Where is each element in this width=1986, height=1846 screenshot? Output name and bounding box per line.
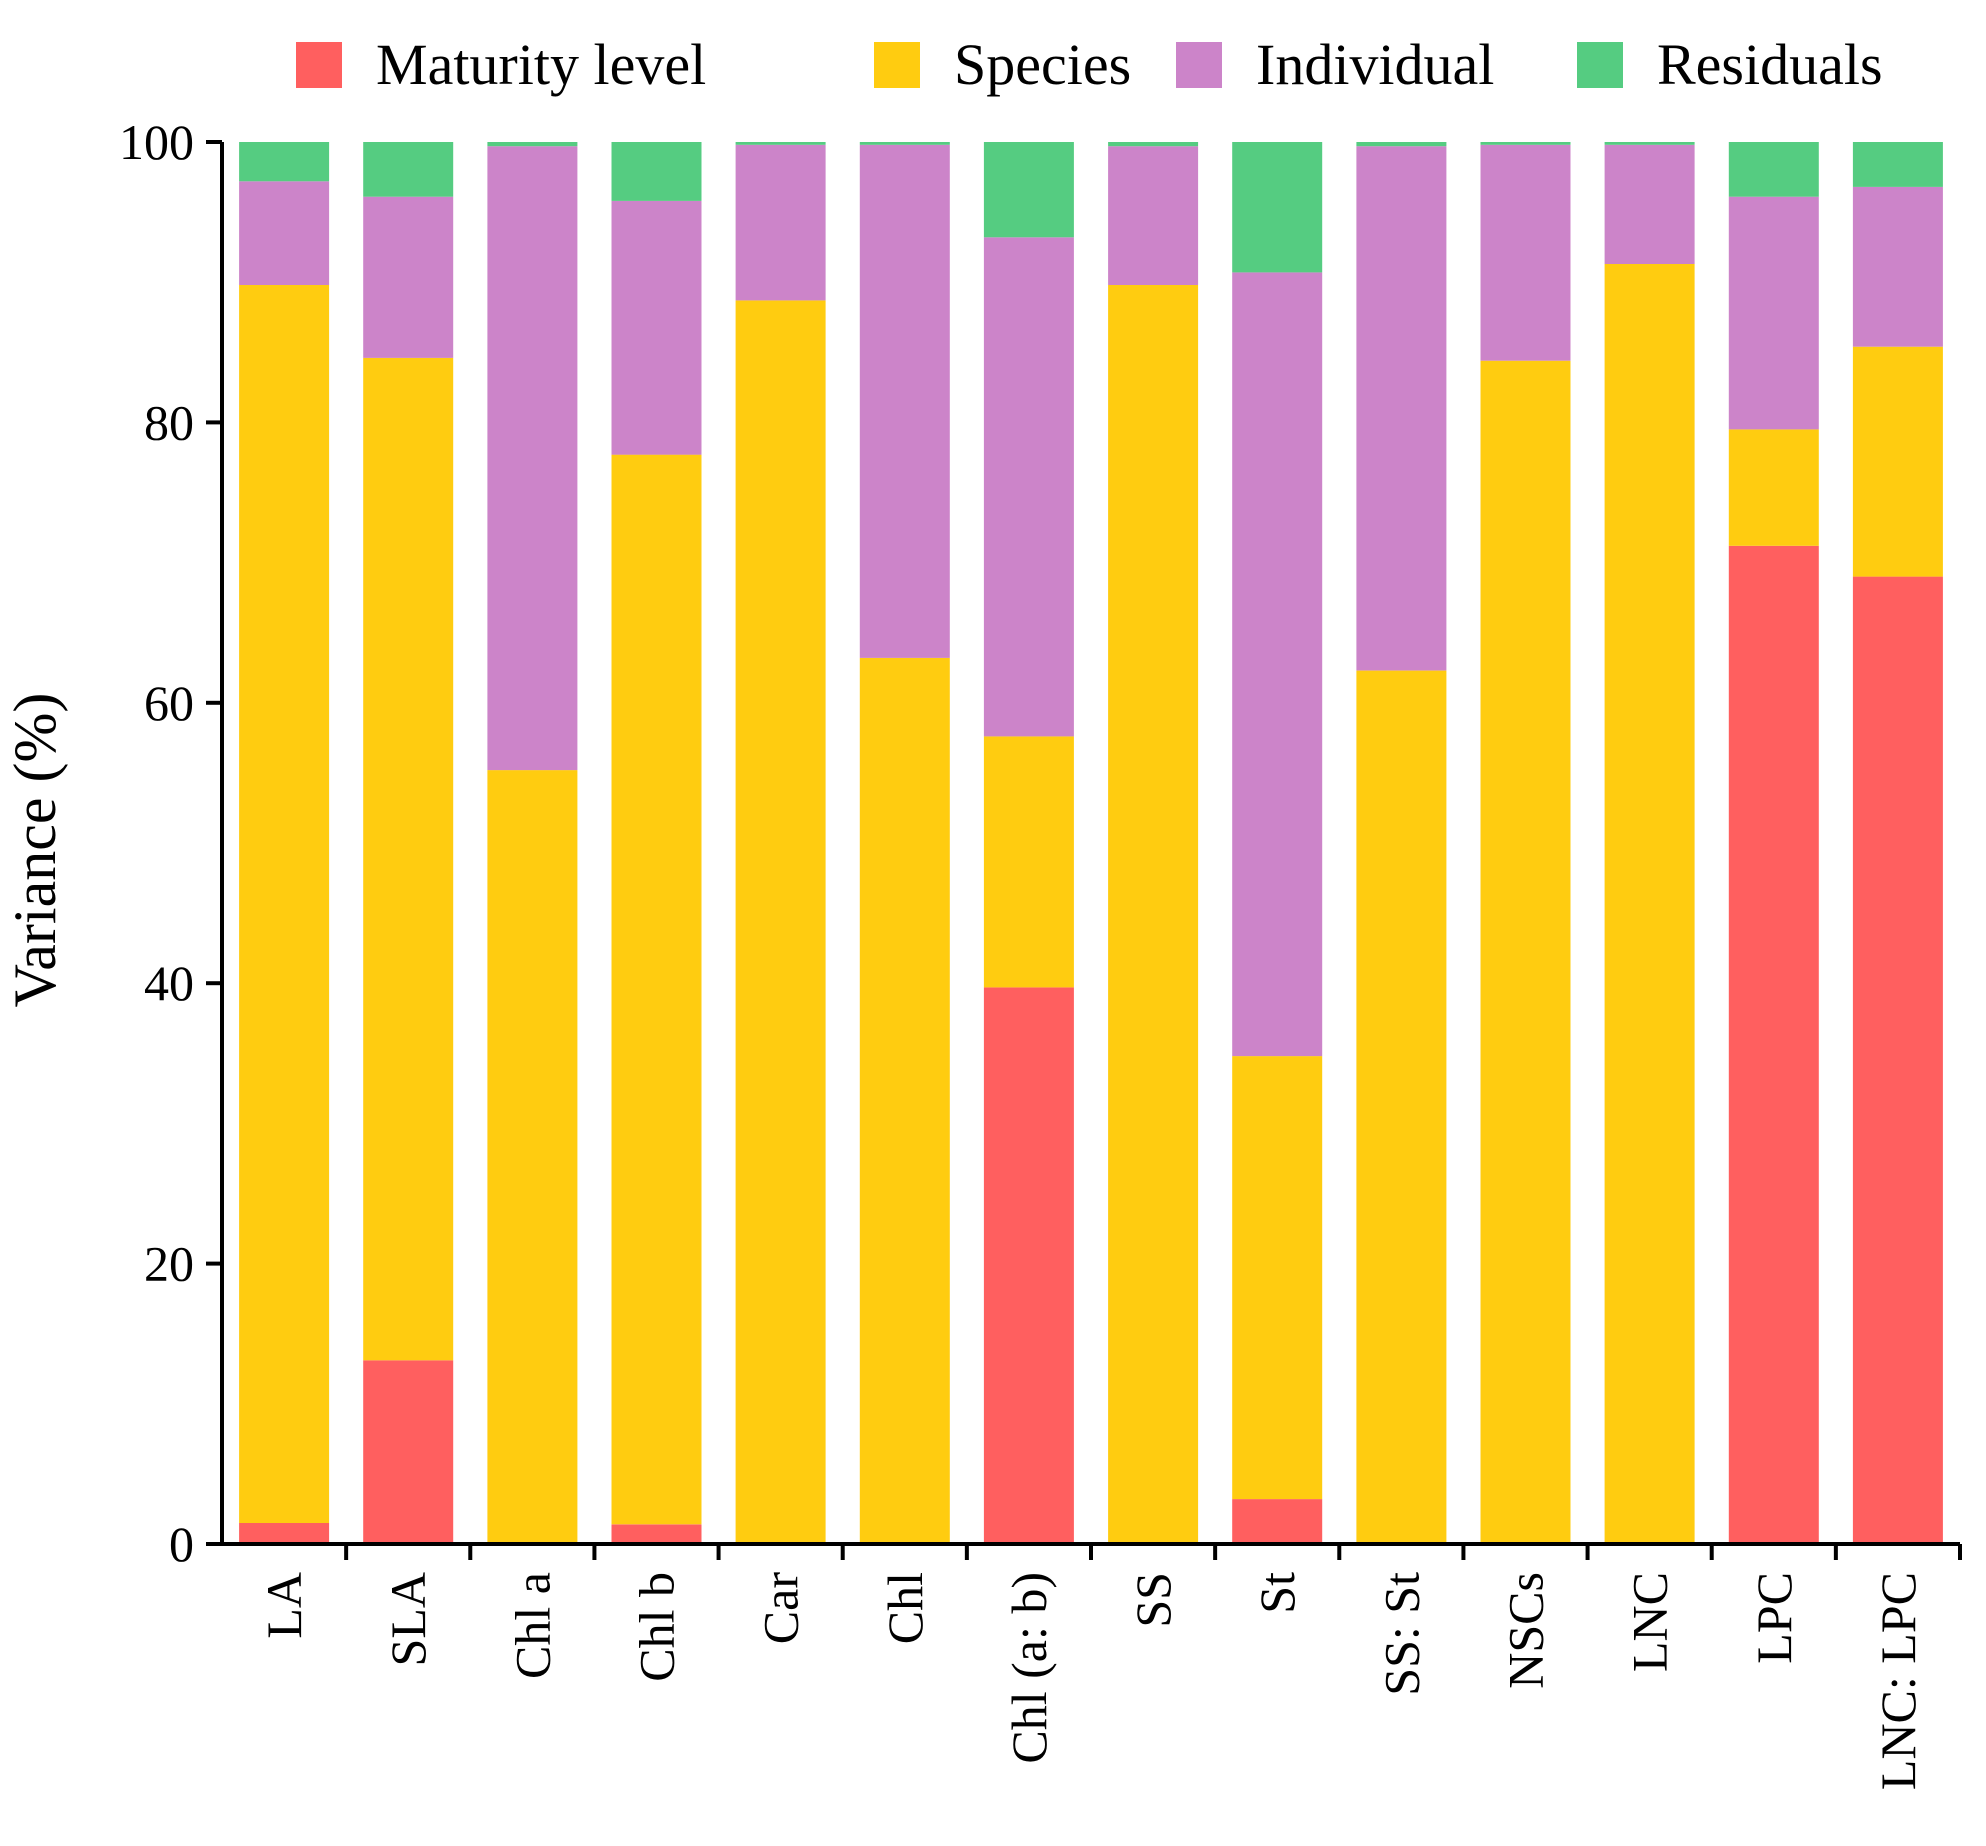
x-tick-label-ss: SS: [1125, 1572, 1181, 1628]
y-tick-label-40: 40: [144, 955, 194, 1011]
y-tick-label-80: 80: [144, 394, 194, 450]
bar-chl-a-residuals: [487, 142, 578, 147]
x-tick-label-ss-st: SS: St: [1373, 1572, 1429, 1696]
bar-chl-b-maturity-level: [611, 1524, 702, 1544]
bars: [239, 142, 1943, 1545]
bar-st-individual: [1232, 272, 1323, 1057]
bar-car-residuals: [735, 142, 826, 145]
x-tick-label-nscs: NSCs: [1498, 1572, 1554, 1689]
bar-lnc-residuals: [1604, 142, 1695, 145]
legend-label-individual: Individual: [1256, 32, 1494, 97]
x-tick-label-sla: SLA: [380, 1572, 436, 1666]
bar-lpc-maturity-level: [1728, 545, 1819, 1544]
bar-la-individual: [239, 181, 330, 285]
x-tick-label-lpc: LPC: [1746, 1572, 1802, 1664]
y-tick-label-60: 60: [144, 675, 194, 731]
bar-ss-species: [1108, 285, 1199, 1544]
legend: Maturity level Species Individual Residuals: [296, 32, 1883, 97]
legend-swatch-individual: [1176, 42, 1222, 88]
bar-chl-species: [859, 657, 950, 1544]
y-tick-label-0: 0: [169, 1516, 194, 1572]
bar-chl-b-species: [611, 454, 702, 1525]
bar-sla-individual: [363, 196, 454, 358]
bar-chl-individual: [859, 144, 950, 658]
bar-car-species: [735, 300, 826, 1544]
x-tick-label-la: LA: [256, 1572, 312, 1639]
bar-sla-species: [363, 357, 454, 1361]
axes: 0 20 40 60 80 100 LA SLA Chl a Chl b Car Chl Chl (a:…: [119, 114, 1962, 1790]
bar-sla-maturity-level: [363, 1360, 454, 1544]
x-tick-label-st: St: [1249, 1572, 1305, 1614]
x-tick-label-lnc: LNC: [1622, 1572, 1678, 1672]
legend-swatch-maturity-level: [296, 42, 342, 88]
legend-label-maturity-level: Maturity level: [376, 32, 706, 97]
bar-lnc-lpc-residuals: [1852, 142, 1943, 187]
bar-chl-a-b-maturity-level: [983, 987, 1074, 1544]
bar-lnc-individual: [1604, 144, 1695, 264]
bar-chl-b-individual: [611, 200, 702, 455]
bar-st-species: [1232, 1056, 1323, 1500]
x-tick-label-car: Car: [753, 1572, 809, 1645]
bar-nscs-individual: [1480, 144, 1571, 361]
bar-chl-residuals: [859, 142, 950, 145]
bar-st-residuals: [1232, 142, 1323, 273]
bar-ss-individual: [1108, 146, 1199, 285]
bar-lpc-individual: [1728, 196, 1819, 430]
bar-lpc-species: [1728, 429, 1819, 546]
x-tick-label-lnc-lpc: LNC: LPC: [1870, 1572, 1926, 1790]
bar-la-species: [239, 285, 330, 1523]
bar-st-maturity-level: [1232, 1499, 1323, 1544]
y-tick-label-20: 20: [144, 1236, 194, 1292]
bar-chl-a-individual: [487, 146, 578, 771]
bar-ss-st-individual: [1356, 146, 1447, 671]
bar-la-residuals: [239, 142, 330, 182]
legend-label-residuals: Residuals: [1657, 32, 1883, 97]
bar-ss-st-species: [1356, 670, 1447, 1544]
bar-la-maturity-level: [239, 1523, 330, 1544]
bar-sla-residuals: [363, 142, 454, 197]
x-tick-label-chl-a-b: Chl (a: b): [1001, 1572, 1057, 1764]
legend-swatch-residuals: [1577, 42, 1623, 88]
bar-lnc-lpc-species: [1852, 346, 1943, 577]
bar-lnc-lpc-individual: [1852, 186, 1943, 347]
bar-chl-a-b-species: [983, 736, 1074, 988]
bar-lnc-species: [1604, 264, 1695, 1544]
x-tick-label-chl: Chl: [877, 1572, 933, 1644]
bar-lnc-lpc-maturity-level: [1852, 576, 1943, 1544]
bar-chl-a-b-residuals: [983, 142, 1074, 238]
bar-ss-st-residuals: [1356, 142, 1447, 147]
bar-chl-b-residuals: [611, 142, 702, 201]
bar-ss-residuals: [1108, 142, 1199, 147]
bar-lpc-residuals: [1728, 142, 1819, 197]
y-tick-label-100: 100: [119, 114, 194, 170]
x-tick-label-chl-a: Chl a: [504, 1572, 560, 1679]
x-tick-label-chl-b: Chl b: [629, 1572, 685, 1682]
legend-swatch-species: [874, 42, 920, 88]
bar-nscs-species: [1480, 360, 1571, 1545]
bar-chl-a-species: [487, 770, 578, 1544]
bar-chl-a-b-individual: [983, 237, 1074, 737]
bar-nscs-residuals: [1480, 142, 1571, 145]
y-axis-label: Variance (%): [2, 693, 68, 1008]
bar-car-individual: [735, 144, 826, 301]
legend-label-species: Species: [954, 32, 1131, 97]
